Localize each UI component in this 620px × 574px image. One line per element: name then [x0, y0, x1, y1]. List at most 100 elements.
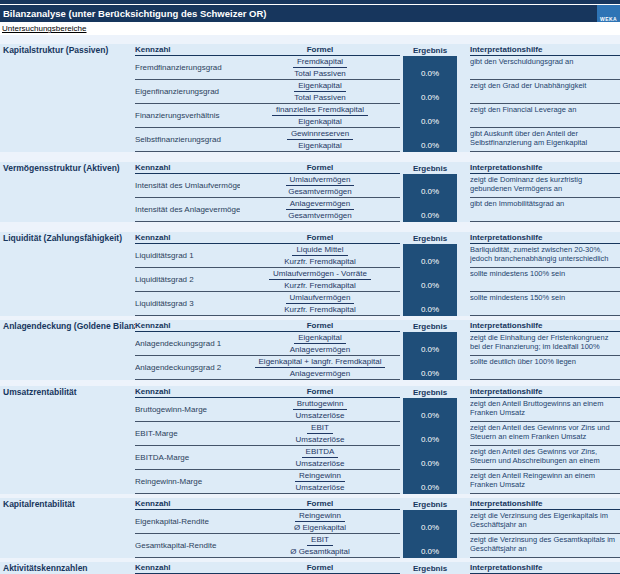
formula-fraction: finanzielles FremdkapitalEigenkapital — [272, 104, 368, 127]
interpretation-cell: zeigt den Financial Leverage an — [470, 104, 620, 128]
result-value: 0.0% — [421, 211, 439, 220]
spacer — [457, 56, 470, 80]
column-header-formel: Formel — [240, 44, 400, 56]
kennzahl-cell[interactable]: Liquiditätsgrad 1 — [135, 244, 240, 268]
formula-numerator: Umlaufvermögen - Vorräte — [269, 268, 371, 280]
formula-cell: Umlaufvermögen - VorräteKurzfr. Fremdkap… — [240, 268, 400, 292]
formula-fraction: AnlagevermögenGesamtvermögen — [286, 198, 354, 221]
row-left-margin — [0, 104, 135, 128]
section: AktivitätskennzahlenKennzahlFormelErgebn… — [0, 562, 620, 574]
kennzahl-cell[interactable]: Bruttogewinn-Marge — [135, 398, 240, 422]
column-header-ergebnis: Ergebnis — [403, 162, 457, 174]
spacer — [457, 244, 470, 268]
result-cell[interactable]: 0.0% — [403, 198, 457, 222]
formula-denominator: Kurzfr. Fremdkapital — [284, 304, 356, 315]
formula-denominator: Ø Eigenkapital — [294, 522, 346, 533]
kennzahl-cell[interactable]: Finanzierungsverhältnis — [135, 104, 240, 128]
kennzahl-cell[interactable]: Selbstfinanzierungsgrad — [135, 128, 240, 152]
row-left-margin — [0, 422, 135, 446]
formula-cell: UmlaufvermögenGesamtvermögen — [240, 174, 400, 198]
spacer — [457, 162, 470, 174]
kennzahl-cell[interactable]: Intensität des Anlagevermögens — [135, 198, 240, 222]
column-header-formel: Formel — [240, 162, 400, 174]
title-bar: Bilanzanalyse (unter Berücksichtigung de… — [0, 5, 620, 22]
formula-fraction: ReingewinnØ Eigenkapital — [294, 510, 346, 533]
row-left-margin — [0, 80, 135, 104]
kennzahl-cell[interactable]: EBITDA-Marge — [135, 446, 240, 470]
row-left-margin — [0, 198, 135, 222]
spacer — [457, 292, 470, 316]
formula-fraction: FremdkapitalTotal Passiven — [293, 56, 347, 79]
section-title: Liquidität (Zahlungsfähigkeit) — [0, 232, 135, 244]
formula-numerator: Umlaufvermögen — [286, 174, 355, 186]
result-cell[interactable]: 0.0% — [403, 174, 457, 198]
result-value: 0.0% — [421, 187, 439, 196]
spacer — [457, 534, 470, 558]
result-cell[interactable]: 0.0% — [403, 422, 457, 446]
result-cell[interactable]: 0.0% — [403, 56, 457, 80]
formula-cell: EigenkapitalAnlagevermögen — [240, 332, 400, 356]
formula-numerator: Reingewinn — [295, 510, 345, 522]
result-cell[interactable]: 0.0% — [403, 128, 457, 152]
analysis-table: Kapitalstruktur (Passiven)KennzahlFormel… — [0, 35, 620, 574]
result-cell[interactable]: 0.0% — [403, 398, 457, 422]
formula-denominator: Umsatzerlöse — [296, 458, 345, 469]
result-cell[interactable]: 0.0% — [403, 470, 457, 494]
kennzahl-cell[interactable]: Fremdfinanzierungsgrad — [135, 56, 240, 80]
result-cell[interactable]: 0.0% — [403, 268, 457, 292]
result-cell[interactable]: 0.0% — [403, 510, 457, 534]
kennzahl-cell[interactable]: Gesamtkapital-Rendite — [135, 534, 240, 558]
result-cell[interactable]: 0.0% — [403, 80, 457, 104]
interpretation-cell: zeigt den Anteil Reingewinn an einem Fra… — [470, 470, 620, 494]
kennzahl-cell[interactable]: EBIT-Marge — [135, 422, 240, 446]
formula-numerator: Eigenkapital — [294, 80, 346, 92]
result-cell[interactable]: 0.0% — [403, 292, 457, 316]
kennzahl-cell[interactable]: Anlagendeckungsgrad 1 — [135, 332, 240, 356]
kennzahl-cell[interactable]: Liquiditätsgrad 3 — [135, 292, 240, 316]
untersuchungsbereiche-link[interactable]: Untersuchungsbereiche — [2, 24, 87, 33]
row-left-margin — [0, 356, 135, 380]
section: Liquidität (Zahlungsfähigkeit)KennzahlFo… — [0, 232, 620, 316]
formula-numerator: Reingewinn — [295, 470, 345, 482]
result-cell[interactable]: 0.0% — [403, 534, 457, 558]
kennzahl-cell[interactable]: Liquiditätsgrad 2 — [135, 268, 240, 292]
formula-denominator: Umsatzerlöse — [296, 482, 345, 493]
section-title: Umsatzrentabilität — [0, 386, 135, 398]
kennzahl-cell[interactable]: Reingewinn-Marge — [135, 470, 240, 494]
formula-numerator: Anlagevermögen — [286, 198, 354, 210]
formula-numerator: finanzielles Fremdkapital — [272, 104, 368, 116]
formula-numerator: Eigenkapital + langfr. Fremdkapital — [255, 356, 386, 368]
formula-fraction: GewinnreservenEigenkapital — [287, 128, 353, 151]
formula-cell: Eigenkapital + langfr. FremdkapitalAnlag… — [240, 356, 400, 380]
formula-denominator: Anlagevermögen — [290, 344, 350, 355]
kennzahl-cell[interactable]: Intensität des Umlaufvermögens — [135, 174, 240, 198]
kennzahl-cell[interactable]: Eigenkapital-Rendite — [135, 510, 240, 534]
kennzahl-cell[interactable]: Anlagendeckungsgrad 2 — [135, 356, 240, 380]
formula-cell: AnlagevermögenGesamtvermögen — [240, 198, 400, 222]
result-cell[interactable]: 0.0% — [403, 104, 457, 128]
result-cell[interactable]: 0.0% — [403, 356, 457, 380]
column-header-ergebnis: Ergebnis — [403, 562, 457, 574]
result-cell[interactable]: 0.0% — [403, 446, 457, 470]
page-title: Bilanzanalyse (unter Berücksichtigung de… — [0, 8, 266, 19]
kennzahl-cell[interactable]: Eigenfinanzierungsgrad — [135, 80, 240, 104]
formula-cell: GewinnreservenEigenkapital — [240, 128, 400, 152]
result-cell[interactable]: 0.0% — [403, 244, 457, 268]
formula-cell: finanzielles FremdkapitalEigenkapital — [240, 104, 400, 128]
section-title: Anlagendeckung (Goldene Bilanzrege — [0, 320, 135, 332]
result-cell[interactable]: 0.0% — [403, 332, 457, 356]
weka-logo-text: WEKA — [600, 16, 617, 22]
column-header-interpretationshilfe: Interpretationshilfe — [470, 386, 620, 398]
formula-numerator: Liquide Mittel — [292, 244, 347, 256]
top-strip — [0, 0, 620, 4]
section: KapitalrentabilitätKennzahlFormelErgebni… — [0, 498, 620, 558]
column-header-kennzahl: Kennzahl — [135, 232, 240, 244]
column-header-ergebnis: Ergebnis — [403, 320, 457, 332]
result-value: 0.0% — [421, 411, 439, 420]
formula-numerator: Gewinnreserven — [287, 128, 353, 140]
section: UmsatzrentabilitätKennzahlFormelErgebnis… — [0, 386, 620, 494]
row-left-margin — [0, 292, 135, 316]
interpretation-cell: zeigt den Anteil des Gewinns vor Zins, S… — [470, 446, 620, 470]
column-header-kennzahl: Kennzahl — [135, 320, 240, 332]
formula-fraction: EigenkapitalTotal Passiven — [294, 80, 346, 103]
